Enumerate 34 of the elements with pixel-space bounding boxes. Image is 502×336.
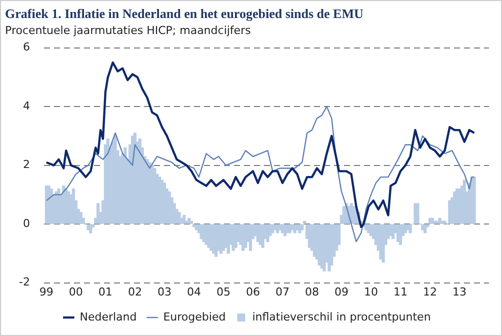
- y-tick-label: -2: [19, 276, 30, 289]
- x-tick-label: 05: [216, 285, 230, 298]
- y-tick-label: 4: [22, 99, 30, 112]
- chart-subtitle: Procentuele jaarmutaties HICP; maandcijfers: [5, 24, 252, 38]
- x-tick-label: 03: [157, 285, 172, 298]
- x-tick-label: 99: [39, 285, 54, 298]
- x-tick-label: 02: [128, 285, 142, 298]
- x-tick-label: 04: [186, 285, 201, 298]
- legend-label: Nederland: [80, 310, 137, 324]
- y-tick-label: 2: [22, 158, 30, 172]
- bar: [472, 176, 476, 224]
- bar: [89, 224, 92, 234]
- legend-label: inflatieverschil in procentpunten: [252, 310, 431, 324]
- x-tick-label: 12: [422, 285, 437, 298]
- y-tick-label: 6: [22, 40, 30, 54]
- bar: [192, 224, 196, 228]
- x-tick-label: 11: [393, 285, 408, 298]
- bar: [190, 220, 194, 224]
- x-tick-label: 06: [246, 285, 260, 298]
- y-tick-label: 0: [22, 216, 30, 230]
- x-tick-label: 00: [68, 285, 83, 298]
- x-tick-label: 09: [334, 285, 348, 298]
- chart-title: Grafiek 1. Inflatie in Nederland en het eurogebied sinds de EMU: [5, 6, 364, 22]
- x-tick-label: 08: [304, 285, 319, 298]
- bar: [416, 203, 420, 224]
- x-tick-label: 13: [452, 285, 466, 298]
- bar: [408, 224, 412, 234]
- bar: [300, 224, 304, 230]
- x-tick-label: 10: [364, 285, 378, 298]
- x-tick-label: 01: [98, 285, 112, 298]
- bar: [382, 224, 385, 263]
- bar: [424, 224, 427, 234]
- legend-label: Eurogebied: [163, 310, 226, 324]
- x-tick-label: 07: [275, 285, 290, 298]
